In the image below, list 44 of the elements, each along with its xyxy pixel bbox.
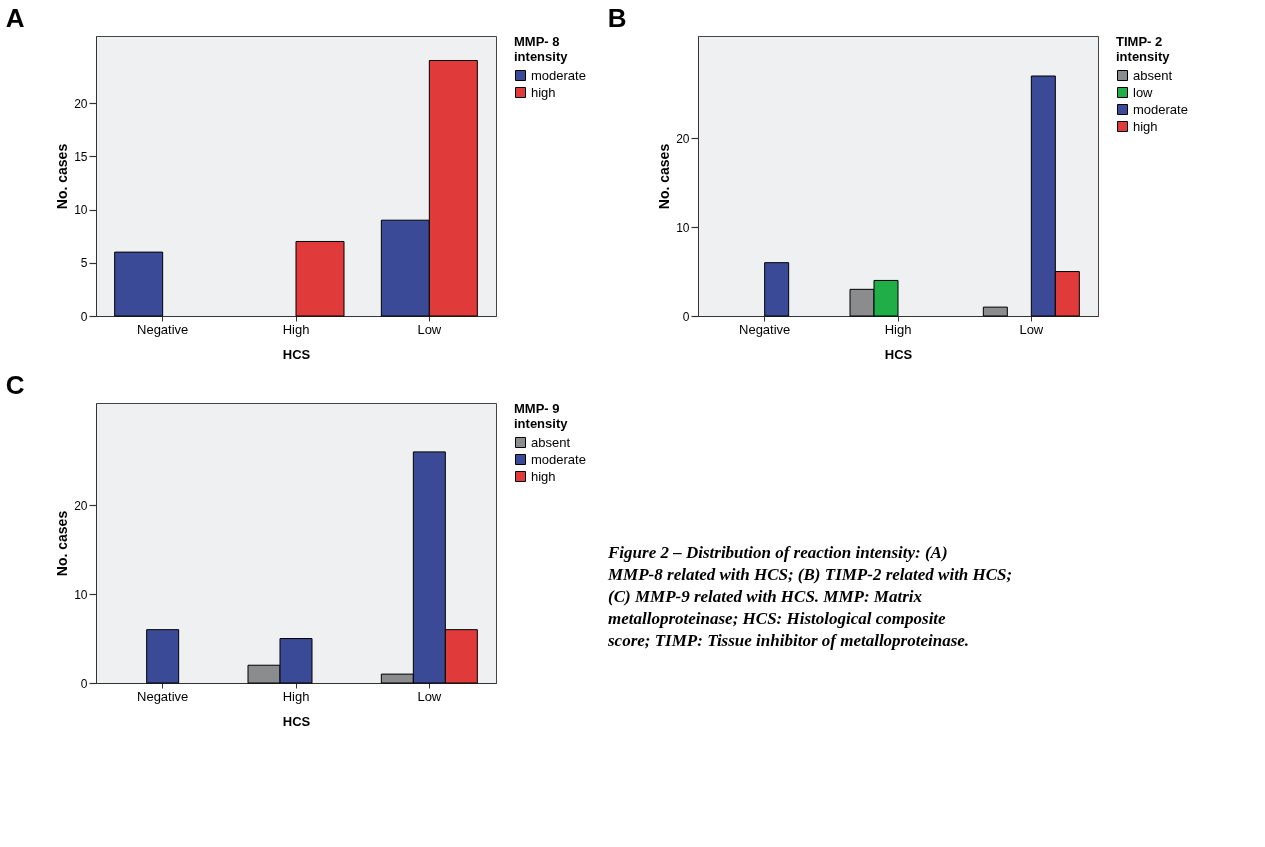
y-tick-label: 0 [80,676,88,691]
y-axis-title: No. cases [656,143,673,210]
bar [146,629,180,684]
legend-label: high [531,468,556,484]
x-tick-label: Low [1019,321,1044,337]
caption: Figure 2 – Distribution of reaction intensity: (A) MMP-8 related with HCS; (B) TIMP-2 related with HCS; (C) MMP-9 related with HCS. MMP: Matrix metalloproteinase; HCS: Histological composite score; TIMP: Tissue inhibitor of metalloproteinase. [607,543,1013,650]
y-tick-label: 10 [74,587,88,602]
y-tick-label: 10 [676,220,690,235]
bar [114,251,164,317]
y-tick-label: 20 [74,498,88,513]
legend-label: low [1133,84,1154,100]
x-tick-label: High [282,688,310,704]
legend-label: absent [531,434,571,450]
x-tick-label: Negative [137,688,189,704]
chart-title: C [5,370,25,400]
y-axis-title: No. cases [54,510,71,577]
x-axis-title: HCS [282,713,311,729]
x-tick-label: Negative [137,321,189,337]
y-tick-label: 15 [74,149,88,164]
legend-label: high [1133,118,1158,134]
y-tick-label: 20 [676,131,690,146]
legend-label: moderate [1133,101,1188,117]
x-tick-label: Low [417,321,442,337]
x-tick-label: High [884,321,912,337]
x-axis-title: HCS [282,346,311,362]
chart-title: A [5,3,25,33]
x-tick-label: Negative [739,321,791,337]
y-tick-label: 10 [74,203,88,218]
bar [764,262,790,317]
legend-label: moderate [531,67,586,83]
y-tick-label: 20 [74,96,88,111]
x-tick-label: High [282,321,310,337]
y-axis-title: No. cases [54,143,71,210]
x-axis-title: HCS [884,346,913,362]
legend-label: high [531,84,556,100]
x-tick-label: Low [417,688,442,704]
bar [295,240,345,317]
y-tick-label: 0 [80,309,88,324]
bar [982,306,1008,317]
legend-label: moderate [531,451,586,467]
chart-title: B [607,3,627,33]
y-tick-label: 5 [80,256,88,271]
legend-label: absent [1133,67,1173,83]
y-tick-label: 0 [682,309,690,324]
